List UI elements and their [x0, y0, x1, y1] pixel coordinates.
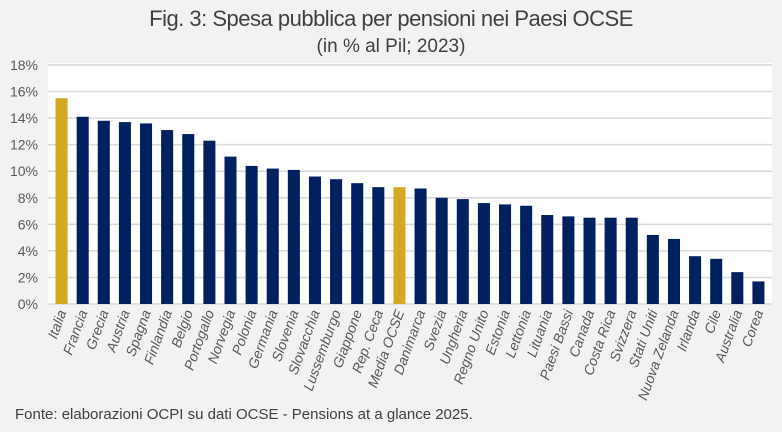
bar-canada — [583, 217, 596, 304]
y-tick-label: 2% — [18, 269, 38, 285]
bar-lituania — [541, 215, 554, 304]
bar-germania — [266, 168, 279, 304]
chart-subtitle: (in % al Pil; 2023) — [316, 36, 466, 57]
bar-grecia — [97, 120, 110, 305]
bar-estonia — [499, 204, 512, 304]
bar-italia — [55, 98, 68, 304]
bar-regno-unito — [477, 203, 490, 304]
x-tick-label: Cile — [701, 307, 724, 335]
y-tick-label: 16% — [10, 84, 38, 100]
bar-svizzera — [625, 217, 638, 304]
bar-ungheria — [456, 199, 469, 304]
y-tick-label: 8% — [18, 190, 38, 206]
bar-polonia — [245, 165, 258, 304]
bar-norvegia — [224, 156, 237, 304]
bar-rep-ceca — [372, 187, 385, 304]
bar-paesi-bassi — [562, 216, 575, 304]
bar-lussemburgo — [330, 179, 343, 304]
y-tick-label: 18% — [10, 57, 38, 73]
bar-corea — [752, 281, 765, 304]
bar-svezia — [435, 197, 448, 304]
y-tick-label: 14% — [10, 110, 38, 126]
bar-portogallo — [203, 140, 216, 304]
chart-title: Fig. 3: Spesa pubblica per pensioni nei … — [149, 6, 633, 31]
bar-stati-uniti — [646, 234, 659, 304]
source-note: Fonte: elaborazioni OCPI su dati OCSE - … — [15, 406, 473, 423]
bar-spagna — [140, 123, 153, 304]
bar-media-ocse — [393, 187, 406, 304]
bar-costa-rica — [604, 217, 617, 304]
y-tick-label: 4% — [18, 243, 38, 259]
y-tick-label: 12% — [10, 137, 38, 153]
bar-austria — [118, 122, 131, 304]
bar-lettonia — [520, 205, 533, 304]
plot-area — [48, 63, 772, 304]
bar-slovacchia — [308, 176, 321, 304]
bar-francia — [76, 116, 89, 305]
bar-giappone — [351, 183, 364, 304]
bar-belgio — [182, 134, 195, 304]
y-tick-label: 6% — [18, 216, 38, 232]
y-tick-label: 10% — [10, 163, 38, 179]
bar-nuova-zelanda — [667, 238, 680, 304]
y-tick-label: 0% — [18, 296, 38, 312]
bar-australia — [731, 272, 744, 304]
bar-irlanda — [689, 256, 702, 304]
bar-finlandia — [161, 130, 174, 304]
bar-slovenia — [287, 169, 300, 304]
bar-cile — [710, 258, 723, 304]
bar-danimarca — [414, 188, 427, 304]
